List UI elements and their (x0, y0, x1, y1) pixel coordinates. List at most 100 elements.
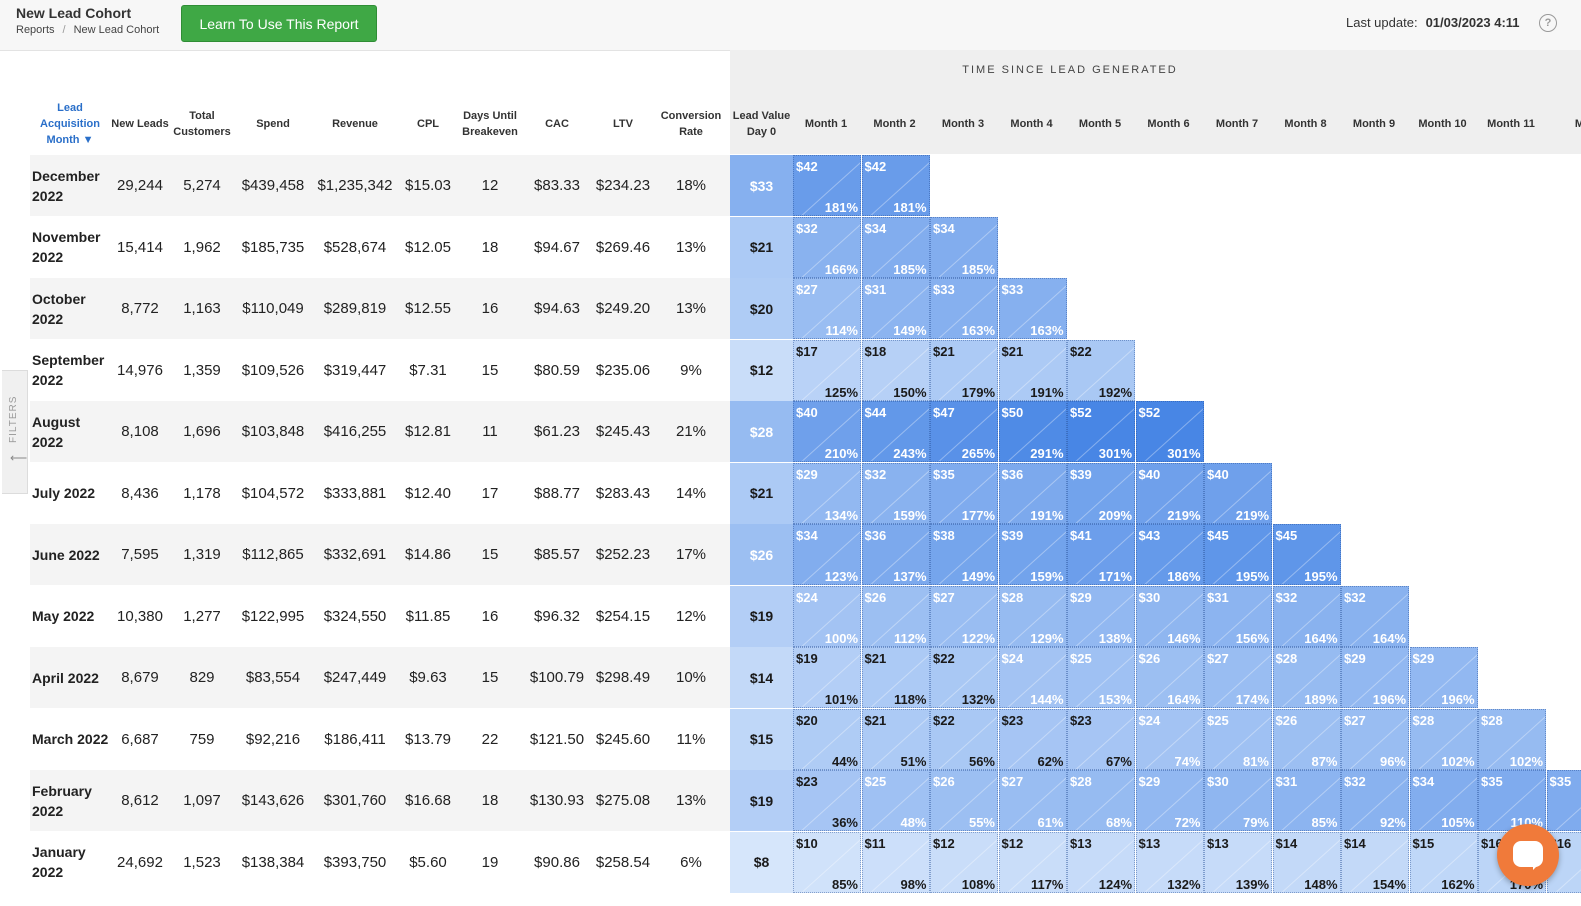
cohort-cell[interactable]: $28 102% (1478, 708, 1546, 770)
cohort-cell[interactable]: $32 164% (1341, 585, 1409, 647)
cohort-cell[interactable]: $22 192% (1067, 339, 1135, 401)
cohort-cell[interactable]: $13 139% (1204, 831, 1272, 893)
cohort-cell[interactable]: $30 79% (1204, 770, 1272, 831)
cohort-cell[interactable]: $19 101% (793, 647, 861, 708)
cohort-cell[interactable]: $21 118% (861, 647, 930, 708)
header-month-10[interactable]: Month 10 (1418, 118, 1467, 130)
header-revenue[interactable]: Revenue (332, 118, 378, 130)
header-conversion-rate[interactable]: Conversion Rate (660, 110, 722, 138)
cohort-cell[interactable]: $28 68% (1067, 770, 1135, 831)
breadcrumb-reports[interactable]: Reports (16, 24, 55, 36)
header-month-7[interactable]: Month 7 (1215, 118, 1259, 130)
cohort-cell[interactable]: $30 146% (1135, 585, 1204, 647)
cohort-cell[interactable]: $23 62% (998, 708, 1067, 770)
header-month-12[interactable]: M (1574, 118, 1581, 130)
learn-report-button[interactable]: Learn To Use This Report (181, 5, 377, 42)
header-month-2[interactable]: Month 2 (873, 118, 916, 130)
cohort-cell[interactable]: $27 61% (998, 770, 1067, 831)
cohort-cell[interactable]: $32 159% (861, 462, 930, 524)
cohort-cell[interactable]: $32 166% (793, 216, 861, 278)
cohort-cell[interactable]: $26 87% (1272, 708, 1341, 770)
cohort-cell[interactable]: $21 191% (998, 339, 1067, 401)
cohort-cell[interactable]: $32 92% (1341, 770, 1409, 831)
cohort-cell[interactable]: $47 265% (930, 401, 998, 462)
cohort-cell[interactable]: $27 114% (793, 278, 861, 339)
cohort-cell[interactable]: $28 189% (1272, 647, 1341, 708)
cohort-cell[interactable]: $21 51% (861, 708, 930, 770)
cohort-cell[interactable]: $24 74% (1135, 708, 1204, 770)
header-month-4[interactable]: Month 4 (1010, 118, 1053, 130)
row-month[interactable]: September 2022 (32, 352, 105, 388)
cohort-cell[interactable]: $26 112% (861, 585, 930, 647)
cohort-cell[interactable]: $42 181% (861, 155, 930, 216)
header-ltv[interactable]: LTV (613, 118, 633, 130)
cohort-cell[interactable]: $38 149% (930, 524, 998, 585)
header-new-leads[interactable]: New Leads (111, 118, 169, 130)
cohort-cell[interactable]: $36 137% (861, 524, 930, 585)
cohort-cell[interactable]: $24 100% (793, 585, 861, 647)
row-month[interactable]: July 2022 (32, 485, 96, 501)
cohort-cell[interactable]: $52 301% (1067, 401, 1135, 462)
row-month[interactable]: February 2022 (32, 782, 92, 819)
cohort-cell[interactable]: $35 177% (930, 462, 998, 524)
cohort-cell[interactable]: $31 149% (861, 278, 930, 339)
cohort-cell[interactable]: $24 144% (998, 647, 1067, 708)
cohort-cell[interactable]: $26 55% (930, 770, 998, 831)
cohort-cell[interactable]: $10 85% (793, 831, 861, 893)
cohort-cell[interactable]: $31 156% (1204, 585, 1272, 647)
cohort-cell[interactable]: $13 124% (1067, 831, 1135, 893)
cohort-cell[interactable]: $13 132% (1135, 831, 1204, 893)
cohort-cell[interactable]: $40 219% (1204, 462, 1272, 524)
cohort-cell[interactable]: $39 159% (998, 524, 1067, 585)
cohort-cell[interactable]: $22 132% (930, 647, 998, 708)
row-month[interactable]: August 2022 (32, 413, 81, 450)
header-month[interactable]: Lead Acquisition Month ▼ (40, 102, 100, 146)
cohort-cell[interactable]: $45 195% (1272, 524, 1341, 585)
cohort-cell[interactable]: $25 48% (861, 770, 930, 831)
chat-button[interactable] (1497, 824, 1559, 886)
header-total-customers[interactable]: Total Customers (173, 110, 231, 138)
cohort-cell[interactable]: $23 67% (1067, 708, 1135, 770)
cohort-cell[interactable]: $23 36% (793, 770, 861, 831)
header-cpl[interactable]: CPL (417, 118, 439, 130)
cohort-cell[interactable]: $52 301% (1135, 401, 1204, 462)
cohort-cell[interactable]: $22 56% (930, 708, 998, 770)
cohort-cell[interactable]: $33 163% (930, 278, 998, 339)
cohort-cell[interactable]: $35 (1546, 770, 1581, 831)
header-month-8[interactable]: Month 8 (1284, 118, 1327, 130)
cohort-cell[interactable]: $20 44% (793, 708, 861, 770)
filters-tab[interactable]: FILTERS ⟵ (2, 370, 28, 494)
header-month-3[interactable]: Month 3 (941, 118, 985, 130)
cohort-cell[interactable]: $25 153% (1067, 647, 1135, 708)
cohort-cell[interactable]: $45 195% (1204, 524, 1272, 585)
row-month[interactable]: June 2022 (32, 546, 100, 563)
cohort-cell[interactable]: $29 196% (1341, 647, 1409, 708)
header-month-11[interactable]: Month 11 (1487, 118, 1535, 130)
cohort-cell[interactable]: $41 171% (1067, 524, 1135, 585)
header-month-5[interactable]: Month 5 (1078, 118, 1122, 130)
cohort-cell[interactable]: $44 243% (861, 401, 930, 462)
cohort-cell[interactable]: $17 125% (793, 339, 861, 401)
cohort-cell[interactable]: $11 98% (861, 831, 930, 893)
row-month[interactable]: January 2022 (32, 844, 86, 880)
cohort-cell[interactable]: $28 102% (1409, 708, 1478, 770)
cohort-cell[interactable]: $36 191% (998, 462, 1067, 524)
header-day0[interactable]: Lead Value Day 0 (732, 110, 791, 138)
cohort-cell[interactable]: $34 105% (1409, 770, 1478, 831)
header-days-breakeven[interactable]: Days Until Breakeven (462, 110, 518, 138)
cohort-cell[interactable]: $26 164% (1135, 647, 1204, 708)
cohort-cell[interactable]: $28 129% (998, 585, 1067, 647)
cohort-cell[interactable]: $29 134% (793, 462, 861, 524)
cohort-cell[interactable]: $43 186% (1135, 524, 1204, 585)
cohort-cell[interactable]: $21 179% (930, 339, 998, 401)
row-month[interactable]: April 2022 (32, 669, 99, 686)
cohort-cell[interactable]: $27 174% (1204, 647, 1272, 708)
cohort-cell[interactable]: $42 181% (793, 155, 861, 216)
cohort-cell[interactable]: $34 185% (930, 216, 998, 278)
cohort-cell[interactable]: $12 108% (930, 831, 998, 893)
row-month[interactable]: December 2022 (32, 167, 100, 204)
header-spend[interactable]: Spend (256, 118, 290, 130)
cohort-cell[interactable]: $34 185% (861, 216, 930, 278)
cohort-cell[interactable]: $14 154% (1341, 831, 1409, 893)
row-month[interactable]: October 2022 (32, 290, 86, 327)
